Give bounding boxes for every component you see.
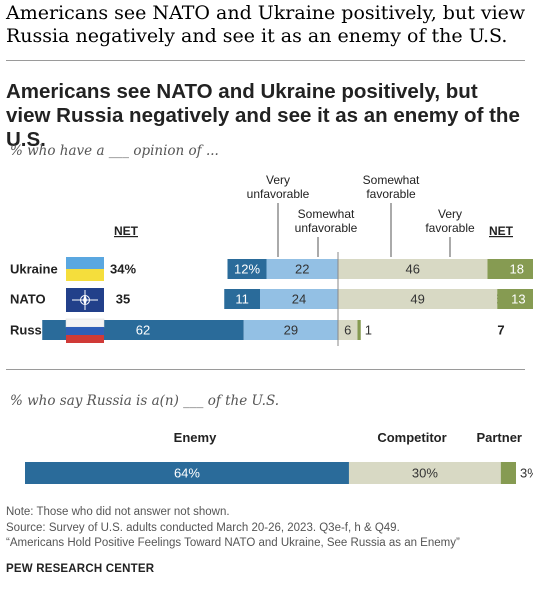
bar-russia-somewhat-unfavorable xyxy=(243,320,338,340)
russia-bar-label-competitor: 30% xyxy=(412,466,438,481)
bar-label-nato-somewhat-unfavorable: 24 xyxy=(292,292,306,307)
page-heading: Americans see NATO and Ukraine positivel… xyxy=(6,2,526,47)
bar-label-ukraine-very-unfavorable: 12% xyxy=(234,262,260,277)
opinion-subtitle: % who have a ___ opinion of ... xyxy=(10,143,219,159)
legend-very-unfavorable-line2: unfavorable xyxy=(247,187,310,201)
bar-label-ukraine-somewhat-favorable: 46 xyxy=(406,262,420,277)
legend-very-favorable-line2: favorable xyxy=(425,221,475,235)
bar-ukraine-somewhat-unfavorable xyxy=(266,259,338,279)
section-divider xyxy=(6,369,525,370)
russia-bar-label-partner: 3% xyxy=(520,466,533,481)
bar-nato-somewhat-unfavorable xyxy=(260,289,338,309)
chart-title: Americans see NATO and Ukraine positivel… xyxy=(6,80,520,151)
bar-label-nato-very-unfavorable: 11 xyxy=(235,292,249,307)
russia-bar-competitor xyxy=(348,462,501,484)
net-header-unfavorable: NET xyxy=(114,224,139,238)
legend-very-favorable-line1: Very xyxy=(438,207,462,221)
bar-label-russia-somewhat-favorable: 6 xyxy=(344,323,351,338)
legend-somewhat-unfavorable-line2: unfavorable xyxy=(295,221,358,235)
net-favorable-russia: 7 xyxy=(497,323,504,338)
russia-bar-label-enemy: 64% xyxy=(174,466,200,481)
bar-russia-somewhat-favorable xyxy=(338,320,358,340)
ukraine-flag-top xyxy=(66,257,104,269)
bar-ukraine-very-unfavorable xyxy=(227,259,267,279)
bar-nato-somewhat-favorable xyxy=(338,289,498,309)
brand-label: PEW RESEARCH CENTER xyxy=(6,563,155,575)
note-line: Note: Those who did not answer not shown… xyxy=(6,506,230,518)
legend-very-unfavorable-line1: Very xyxy=(266,173,290,187)
bar-label-ukraine-very-favorable: 18 xyxy=(510,262,524,277)
russia-subtitle: % who say Russia is a(n) ___ of the U.S. xyxy=(10,393,280,409)
bar-nato-very-favorable xyxy=(497,289,533,309)
legend-somewhat-unfavorable-line1: Somewhat xyxy=(298,207,355,221)
row-label-ukraine: Ukraine xyxy=(10,262,58,277)
russia-category-partner: Partner xyxy=(476,430,522,445)
top-divider xyxy=(6,60,525,61)
net-unfavorable-nato: 35 xyxy=(116,292,130,307)
legend-somewhat-favorable-line2: favorable xyxy=(366,187,416,201)
russia-flag-red xyxy=(66,335,104,343)
bar-label-ukraine-somewhat-unfavorable: 22 xyxy=(295,262,309,277)
ukraine-flag-bottom xyxy=(66,269,104,281)
russia-bar-enemy xyxy=(25,462,349,484)
bar-ukraine-very-favorable xyxy=(487,259,533,279)
bar-label-russia-somewhat-unfavorable: 29 xyxy=(284,323,298,338)
russia-flag-white xyxy=(65,318,105,328)
report-title-line: “Americans Hold Positive Feelings Toward… xyxy=(6,537,460,549)
russia-flag-blue xyxy=(66,327,104,335)
bar-label-russia-very-favorable: 1 xyxy=(365,323,372,338)
bar-label-nato-very-favorable: 13 xyxy=(511,292,525,307)
net-header-favorable: NET xyxy=(489,224,514,238)
net-unfavorable-ukraine: 34% xyxy=(110,262,136,277)
bar-russia-very-favorable xyxy=(357,320,361,340)
bar-nato-very-unfavorable xyxy=(224,289,260,309)
source-line: Source: Survey of U.S. adults conducted … xyxy=(6,521,400,534)
bar-ukraine-somewhat-favorable xyxy=(338,259,488,279)
nato-flag-compass-star xyxy=(83,294,87,306)
russia-category-enemy: Enemy xyxy=(174,430,217,445)
bar-label-nato-somewhat-favorable: 49 xyxy=(410,292,424,307)
legend-somewhat-favorable-line1: Somewhat xyxy=(363,173,420,187)
russia-category-competitor: Competitor xyxy=(377,430,446,445)
chart-notes: Note: Those who did not answer not shown… xyxy=(6,505,526,552)
russia-bar-partner xyxy=(500,462,516,484)
bar-label-russia-very-unfavorable: 62 xyxy=(136,323,150,338)
row-label-nato: NATO xyxy=(10,292,46,307)
